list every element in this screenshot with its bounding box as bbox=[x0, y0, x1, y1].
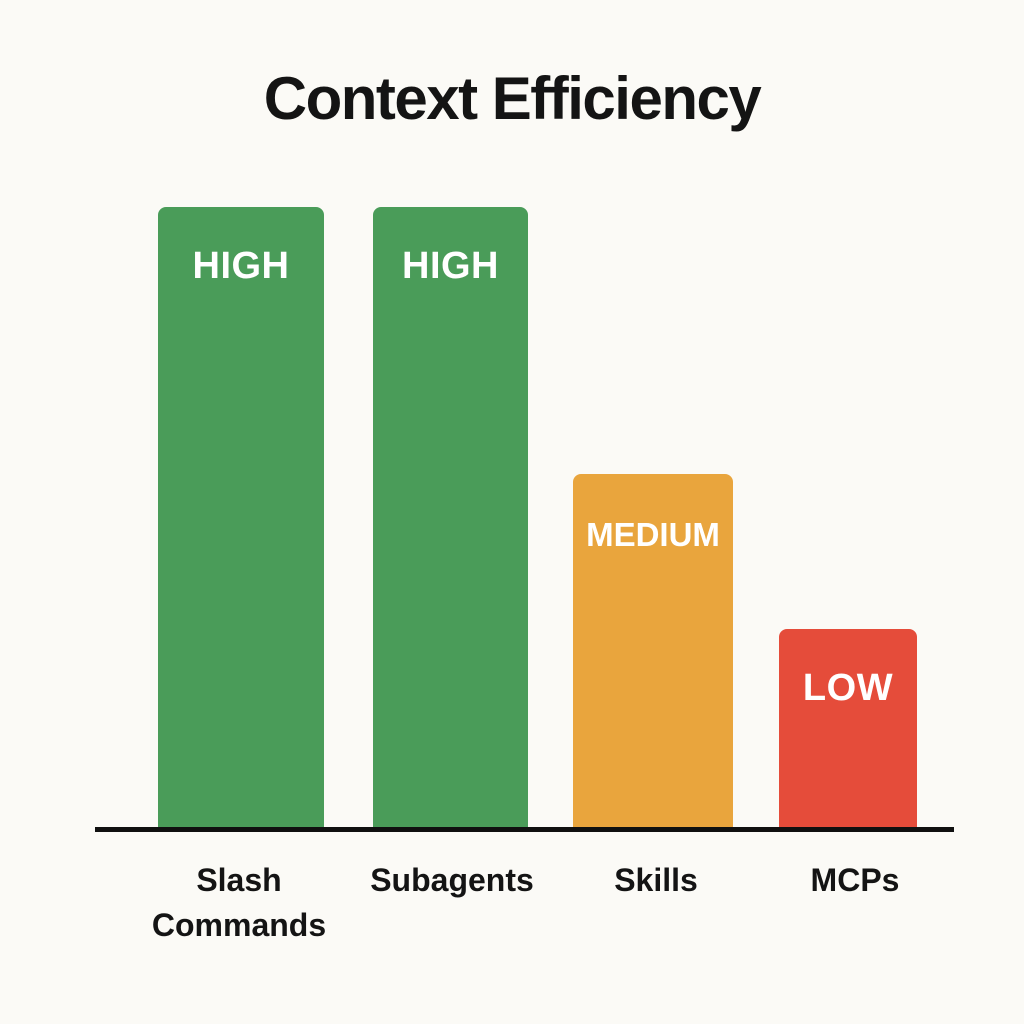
category-label-line: MCPs bbox=[810, 862, 900, 898]
chart-title: Context Efficiency bbox=[263, 65, 762, 132]
bar-slash-commands: HIGH bbox=[158, 207, 324, 828]
bar-subagents: HIGH bbox=[373, 207, 528, 828]
category-label-slash-commands: Slash Commands bbox=[119, 858, 359, 948]
bar-value-label-skills: MEDIUM bbox=[586, 516, 720, 553]
category-label-line: Slash bbox=[196, 862, 282, 898]
category-label-line: Commands bbox=[151, 906, 327, 943]
category-label-line: Subagents bbox=[370, 862, 534, 898]
bar-mcps: LOW bbox=[779, 629, 917, 828]
bar-value-label-slash-commands: HIGH bbox=[192, 245, 290, 287]
bar-value-label-subagents: HIGH bbox=[402, 245, 499, 287]
bar-value-label-mcps: LOW bbox=[802, 667, 894, 709]
bar-skills: MEDIUM bbox=[573, 474, 733, 828]
x-axis-line bbox=[95, 827, 954, 832]
category-label-mcps: MCPs bbox=[735, 858, 975, 903]
category-label-skills: Skills bbox=[536, 858, 776, 903]
category-label-subagents: Subagents bbox=[332, 858, 572, 903]
category-label-line: Skills bbox=[614, 862, 698, 898]
